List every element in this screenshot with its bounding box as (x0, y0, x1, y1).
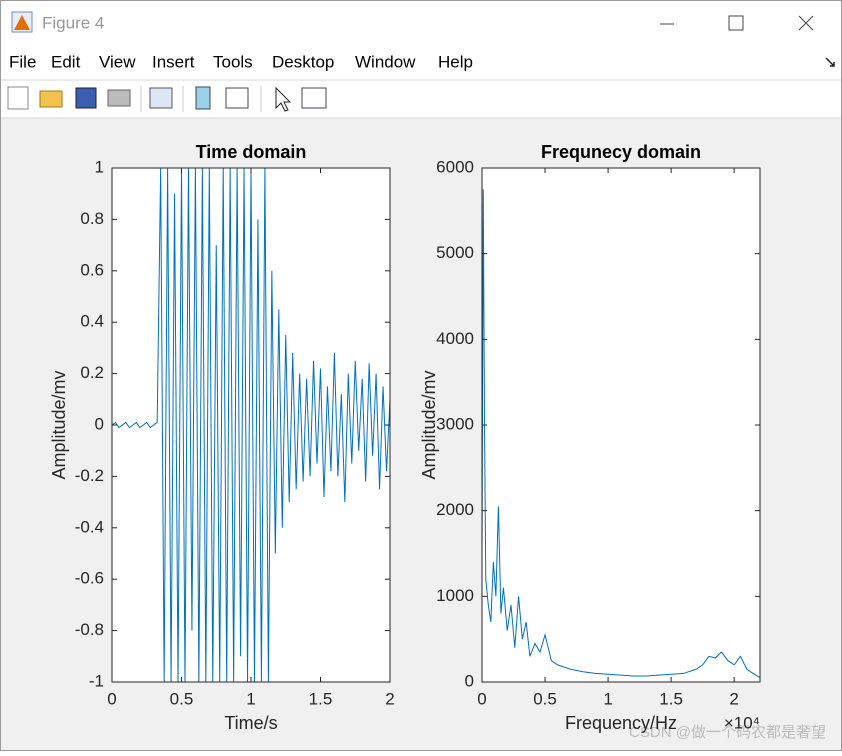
x-exponent-label: ×10⁴ (724, 713, 760, 732)
edit-button[interactable] (275, 86, 292, 112)
dock-button[interactable] (825, 57, 835, 67)
menu-item[interactable]: Desktop (272, 52, 334, 71)
menu-item[interactable]: View (99, 52, 136, 71)
y-tick-label: -0.4 (75, 517, 104, 536)
y-tick-label: 1000 (436, 586, 474, 605)
data-line (112, 168, 390, 682)
watermark: CSDN @做一个码农都是奢望 (629, 724, 826, 741)
x-tick-label: 2 (385, 689, 394, 708)
y-tick-label: -0.8 (75, 620, 104, 639)
save-button[interactable] (75, 87, 97, 109)
y-tick-label: 1 (95, 157, 104, 176)
menu-item[interactable]: Help (438, 52, 473, 71)
link-button[interactable] (149, 87, 173, 109)
y-tick-label: 0.4 (80, 312, 104, 331)
x-tick-label: 1 (603, 689, 612, 708)
menu-item[interactable]: Insert (152, 52, 195, 71)
axes-background (482, 168, 760, 682)
y-tick-label: 0 (95, 414, 104, 433)
menu-item[interactable]: File (9, 52, 36, 71)
y-tick-label: 0.6 (80, 260, 104, 279)
open-button[interactable] (39, 90, 63, 108)
y-tick-label: -0.6 (75, 569, 104, 588)
y-tick-label: 0.2 (80, 363, 104, 382)
colorbar-button[interactable] (195, 86, 211, 110)
y-tick-label: 5000 (436, 243, 474, 262)
property-button[interactable] (301, 87, 327, 109)
print-button[interactable] (107, 89, 131, 107)
y-tick-label: -1 (89, 671, 104, 690)
x-tick-label: 2 (729, 689, 738, 708)
toolbar (7, 86, 327, 112)
app-icon (11, 11, 33, 33)
data-line (482, 189, 760, 679)
x-tick-label: 0 (107, 689, 116, 708)
y-tick-label: 4000 (436, 329, 474, 348)
new-button[interactable] (7, 86, 29, 110)
menu-item[interactable]: Tools (213, 52, 253, 71)
chart-title: Time domain (196, 142, 307, 162)
x-tick-label: 0 (477, 689, 486, 708)
close-button[interactable] (798, 15, 814, 31)
x-tick-label: 0.5 (533, 689, 557, 708)
y-axis-label: Amplitude/mv (419, 370, 439, 479)
x-tick-label: 1 (246, 689, 255, 708)
y-tick-label: 2000 (436, 500, 474, 519)
x-tick-label: 0.5 (170, 689, 194, 708)
axes-background (112, 168, 390, 682)
y-axis-label: Amplitude/mv (49, 370, 69, 479)
x-tick-label: 1.5 (309, 689, 333, 708)
chrome-background (0, 0, 842, 118)
y-tick-label: -0.2 (75, 466, 104, 485)
y-tick-label: 0 (465, 671, 474, 690)
y-tick-label: 3000 (436, 414, 474, 433)
legend-button[interactable] (225, 87, 249, 109)
x-axis-label: Time/s (224, 713, 277, 733)
chart-title: Frequnecy domain (541, 142, 701, 162)
menu-item[interactable]: Edit (51, 52, 81, 71)
y-tick-label: 0.8 (80, 209, 104, 228)
x-tick-label: 1.5 (659, 689, 683, 708)
menu-item[interactable]: Window (355, 52, 416, 71)
x-axis-label: Frequency/Hz (565, 713, 677, 733)
y-tick-label: 6000 (436, 157, 474, 176)
window-title: Figure 4 (42, 13, 104, 32)
maximize-button[interactable] (728, 15, 744, 31)
